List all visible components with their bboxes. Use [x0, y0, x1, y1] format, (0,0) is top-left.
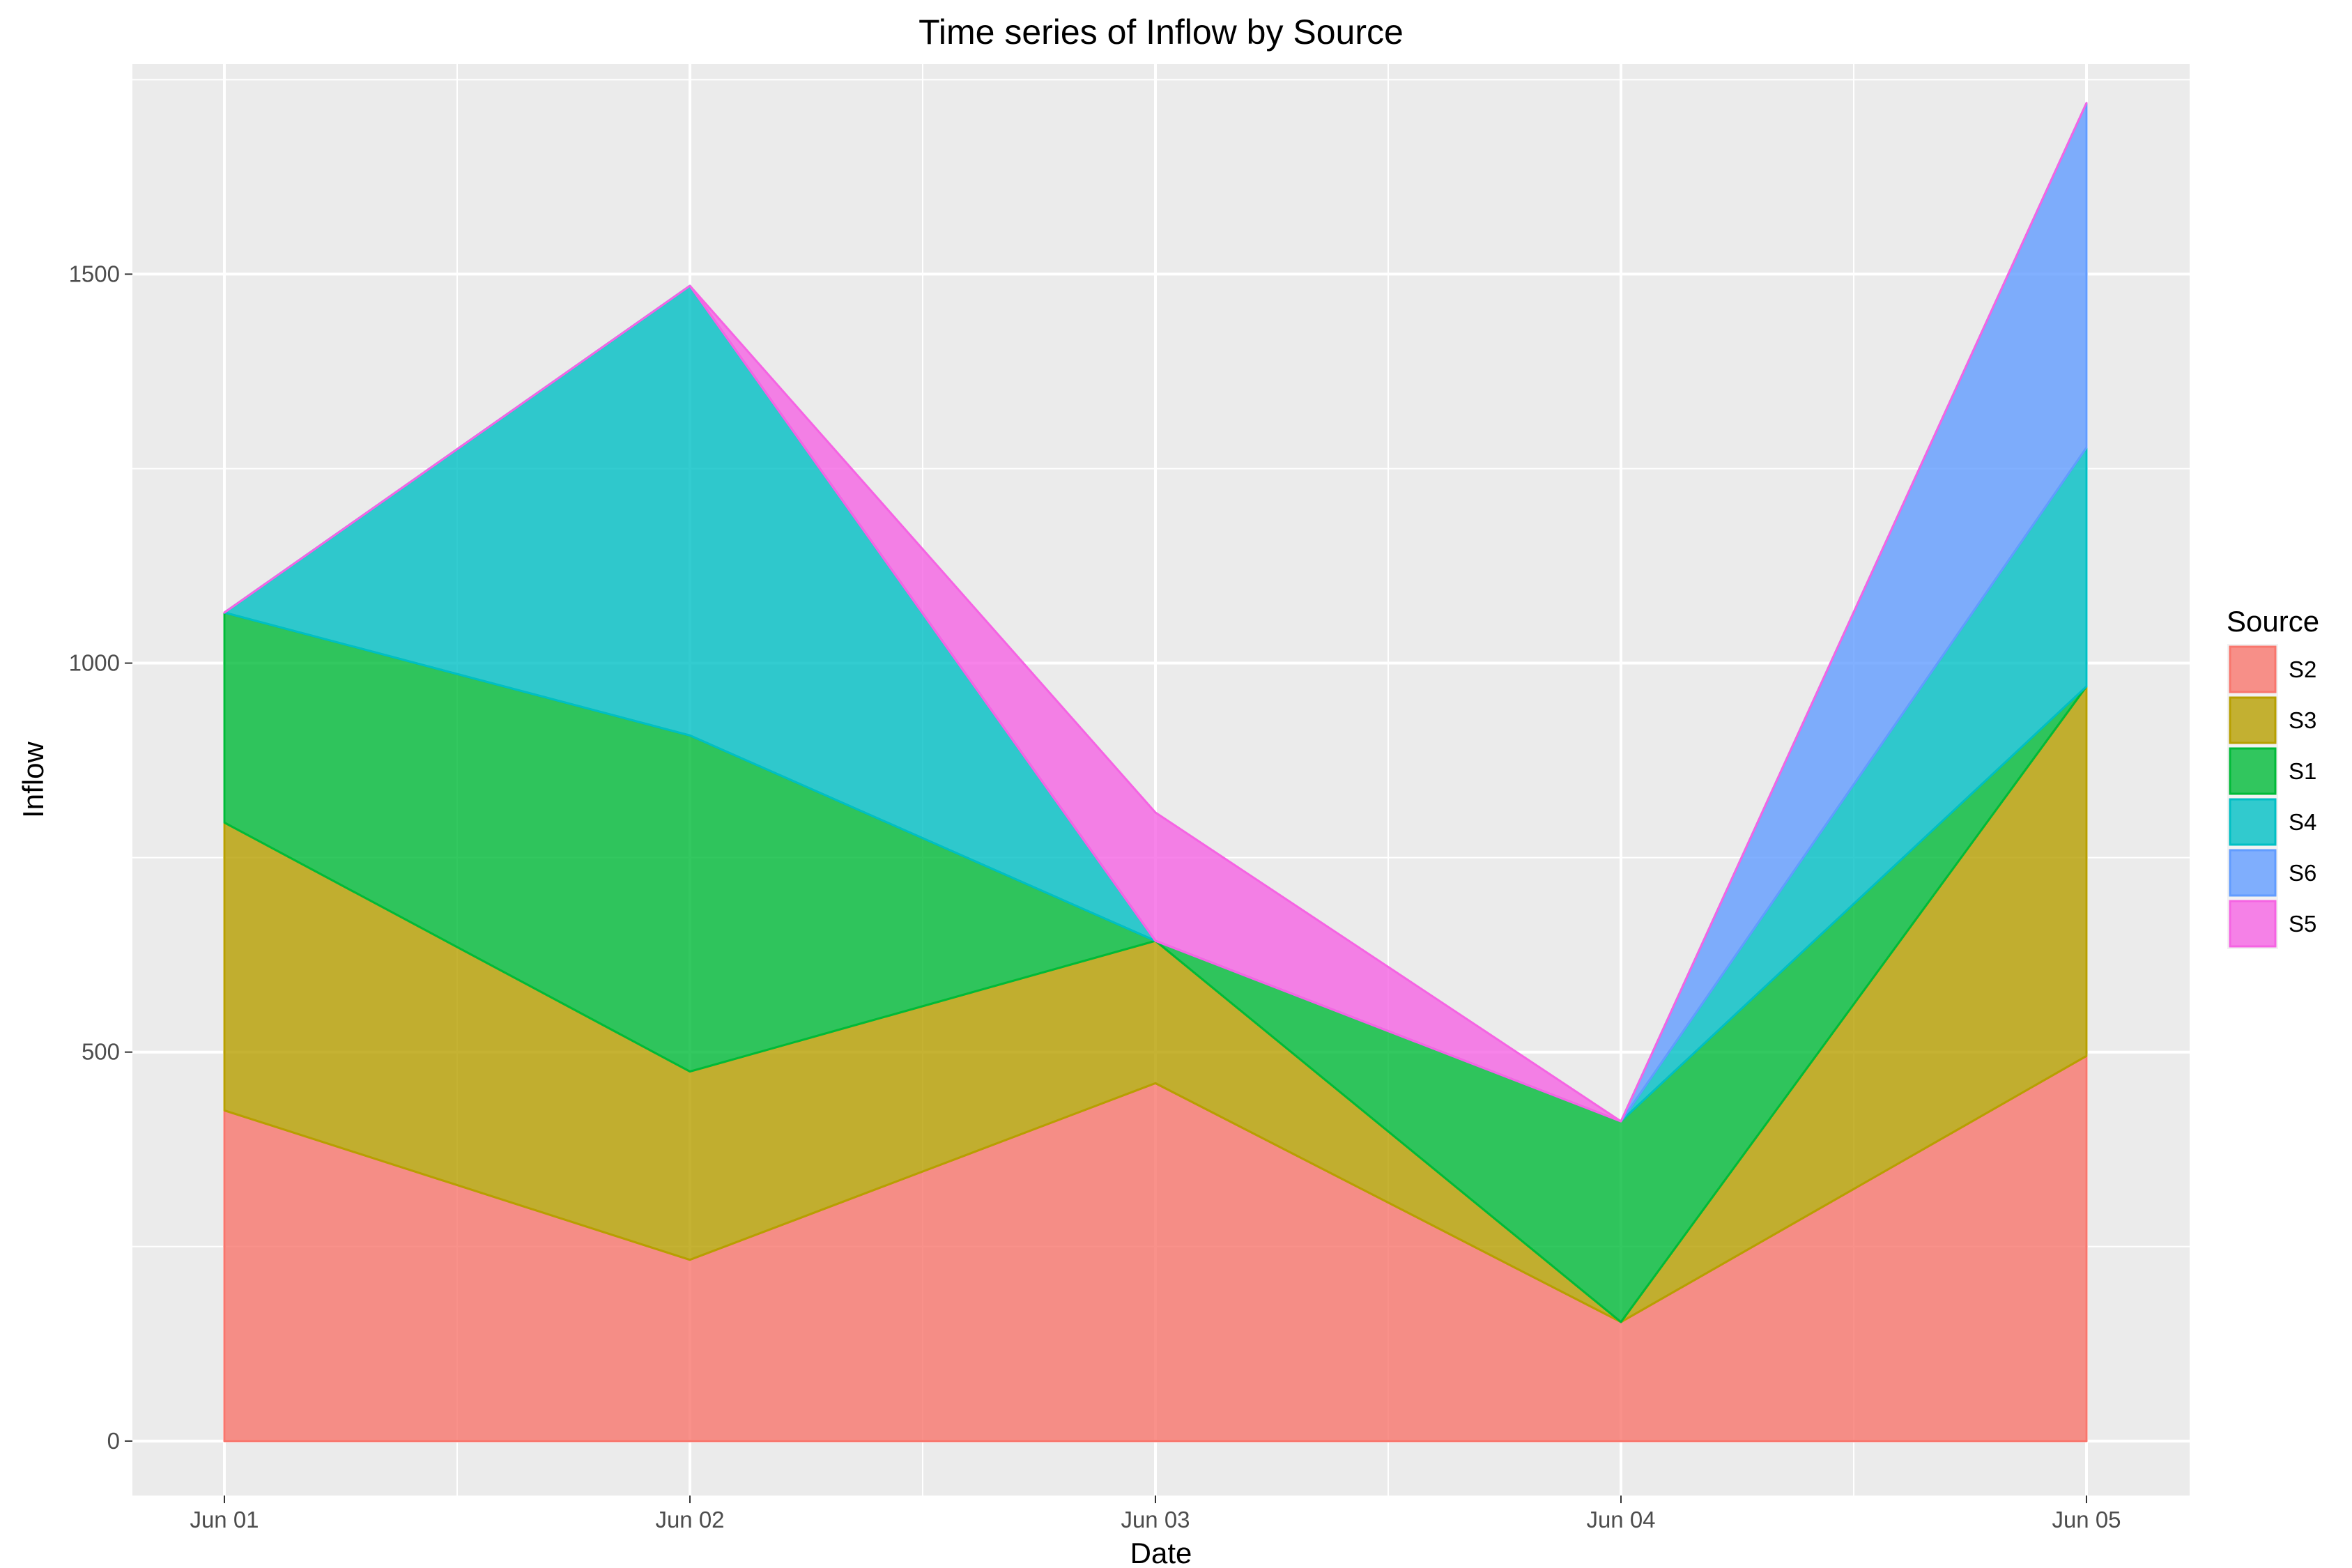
y-axis: 0 500 1000 1500	[69, 261, 132, 1454]
legend-swatch-s6	[2229, 849, 2277, 897]
x-tick-label: Jun 03	[1121, 1507, 1190, 1532]
legend-label-s4: S4	[2289, 809, 2316, 835]
legend-swatch-s3	[2229, 696, 2277, 744]
y-tick-label: 0	[107, 1428, 120, 1454]
x-axis: Jun 01 Jun 02 Jun 03 Jun 04 Jun 05	[190, 1496, 2121, 1532]
legend: Source S2 S3 S1 S4 S6 S5	[2227, 605, 2319, 949]
y-tick-label: 1500	[69, 261, 120, 286]
x-tick-label: Jun 05	[2052, 1507, 2121, 1532]
x-tick-label: Jun 04	[1586, 1507, 1655, 1532]
y-tick-label: 1000	[69, 650, 120, 676]
legend-swatch-s2	[2229, 645, 2277, 693]
x-tick-label: Jun 01	[190, 1507, 259, 1532]
legend-label-s1: S1	[2289, 758, 2316, 784]
legend-label-s6: S6	[2289, 860, 2316, 886]
x-axis-title: Date	[1130, 1537, 1192, 1568]
legend-label-s5: S5	[2289, 911, 2316, 937]
y-axis-title: Inflow	[17, 741, 49, 817]
area-layers	[223, 102, 2088, 1443]
legend-swatch-s4	[2229, 798, 2277, 846]
legend-swatch-s1	[2229, 747, 2277, 795]
legend-swatch-s5	[2229, 900, 2277, 948]
legend-label-s3: S3	[2289, 707, 2316, 733]
legend-title: Source	[2227, 605, 2319, 638]
x-tick-label: Jun 02	[655, 1507, 724, 1532]
chart-title: Time series of Inflow by Source	[918, 13, 1404, 52]
area-series-s5	[223, 102, 2088, 1123]
y-tick-label: 500	[82, 1039, 120, 1065]
legend-label-s2: S2	[2289, 656, 2316, 682]
